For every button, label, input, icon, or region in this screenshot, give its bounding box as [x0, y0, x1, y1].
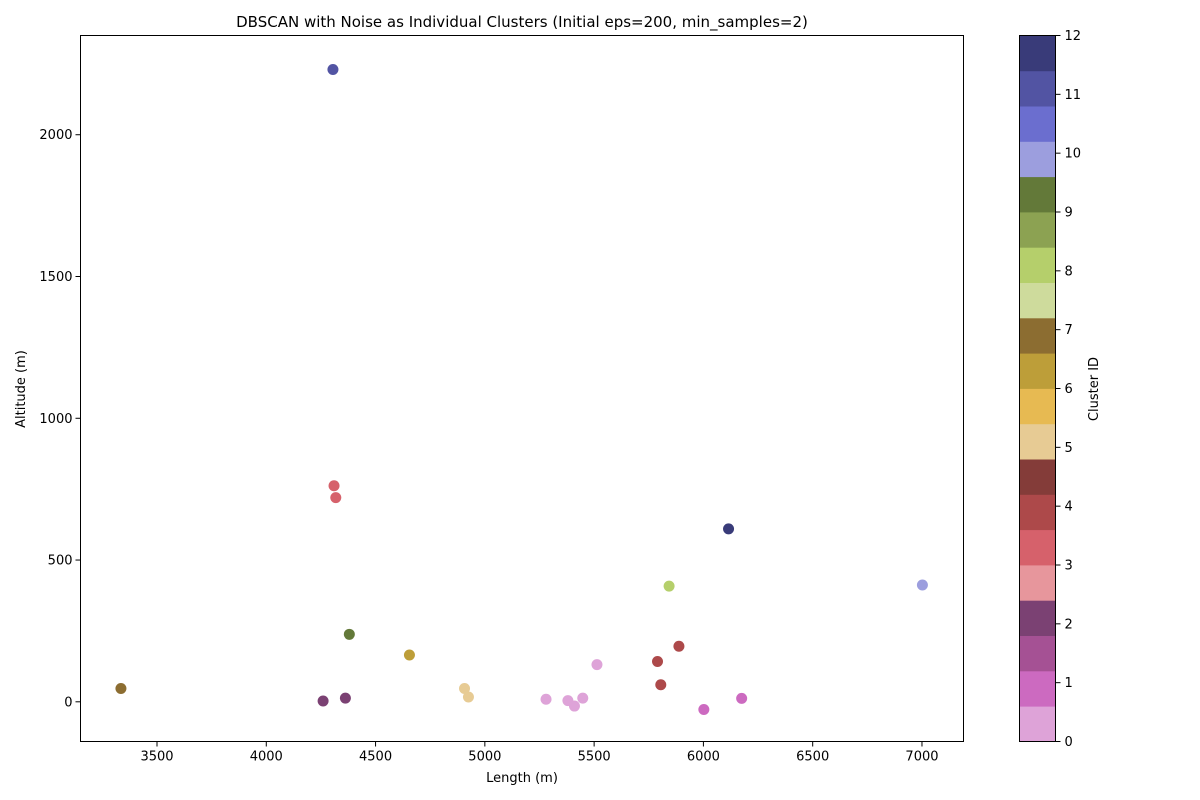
- x-tick-label: 6500: [796, 750, 829, 765]
- colorbar-tick-label: 9: [1065, 206, 1073, 221]
- colorbar-segment: [1019, 212, 1056, 248]
- colorbar-tick-label: 10: [1065, 147, 1082, 162]
- data-point-cluster-0: [577, 692, 589, 704]
- colorbar-segment: [1019, 635, 1056, 672]
- colorbar-segment: [1019, 529, 1056, 566]
- colorbar-label: Cluster ID: [1087, 357, 1102, 421]
- data-point-cluster-4: [655, 679, 667, 691]
- colorbar-segment: [1019, 247, 1056, 283]
- x-axis-label: Length (m): [486, 771, 558, 786]
- x-tick-label: 7000: [905, 750, 938, 765]
- colorbar-tick-label: 5: [1065, 441, 1073, 456]
- colorbar-tick-label: 11: [1065, 88, 1082, 103]
- data-point-cluster-5: [459, 682, 471, 694]
- x-tick-label: 4500: [359, 750, 392, 765]
- colorbar-segment: [1019, 176, 1056, 213]
- colorbar-segment: [1019, 494, 1056, 531]
- data-point-cluster-1: [736, 692, 748, 704]
- y-tick-label: 2000: [39, 128, 72, 143]
- colorbar-tick-label: 4: [1065, 500, 1073, 515]
- data-point-cluster-10: [916, 579, 928, 591]
- colorbar-segment: [1019, 35, 1056, 72]
- chart-title: DBSCAN with Noise as Individual Clusters…: [236, 13, 808, 32]
- colorbar-segment: [1019, 353, 1056, 389]
- data-point-cluster-12: [723, 523, 735, 535]
- y-tick-label: 0: [64, 695, 72, 710]
- data-point-cluster-0: [568, 700, 580, 712]
- plot-frame: [80, 35, 964, 742]
- x-tick-label: 5000: [468, 750, 501, 765]
- colorbar-segment: [1019, 459, 1056, 495]
- colorbar-tick-label: 7: [1065, 323, 1073, 338]
- x-tick-label: 5500: [578, 750, 611, 765]
- colorbar-segment: [1019, 317, 1056, 354]
- colorbar-segment: [1019, 423, 1056, 460]
- data-point-cluster-9: [343, 628, 355, 640]
- colorbar-segment: [1019, 106, 1056, 142]
- colorbar-segment: [1019, 565, 1056, 601]
- data-point-cluster-1: [698, 703, 710, 715]
- data-point-cluster-4: [652, 656, 664, 668]
- colorbar-segment: [1019, 670, 1056, 707]
- y-tick-label: 500: [48, 554, 73, 569]
- colorbar-segment: [1019, 141, 1056, 178]
- y-axis: 0 500 1000 1500 2000: [39, 128, 81, 710]
- x-axis: 3500 4000 4500 5000 5500 6000 6500 7000: [140, 741, 939, 765]
- data-point-cluster-6: [403, 649, 415, 661]
- data-point-cluster-3: [330, 492, 342, 504]
- data-point-cluster-8: [663, 580, 675, 592]
- data-point-cluster-4: [673, 640, 685, 652]
- y-tick-label: 1000: [39, 412, 72, 427]
- colorbar-segment: [1019, 282, 1056, 319]
- data-points: [115, 64, 928, 715]
- colorbar-tick-label: 2: [1065, 617, 1073, 632]
- plot-area: [80, 35, 964, 742]
- colorbar-tick-label: 3: [1065, 559, 1073, 574]
- colorbar-tick-label: 8: [1065, 264, 1073, 279]
- data-point-cluster-2: [339, 692, 351, 704]
- data-point-cluster-0: [591, 659, 603, 671]
- data-point-cluster-3: [328, 480, 340, 492]
- x-tick-label: 3500: [140, 750, 173, 765]
- x-tick-label: 6000: [687, 750, 720, 765]
- data-point-cluster-0: [540, 693, 552, 705]
- colorbar-tick-label: 1: [1065, 676, 1073, 691]
- data-point-cluster-2: [317, 695, 329, 707]
- colorbar-segment: [1019, 388, 1056, 425]
- colorbar-tick-label: 12: [1065, 29, 1082, 44]
- colorbar-tick-label: 0: [1065, 735, 1073, 750]
- data-point-cluster-7: [115, 682, 127, 694]
- data-point-cluster-11: [327, 64, 339, 76]
- colorbar-segment: [1019, 70, 1056, 107]
- x-tick-label: 4000: [250, 750, 283, 765]
- y-axis-label: Altitude (m): [14, 350, 29, 428]
- colorbar-segment: [1019, 600, 1056, 636]
- data-point-cluster-5: [462, 691, 474, 703]
- colorbar-segment: [1019, 706, 1056, 742]
- colorbar-tick-label: 6: [1065, 382, 1073, 397]
- y-tick-label: 1500: [39, 270, 72, 285]
